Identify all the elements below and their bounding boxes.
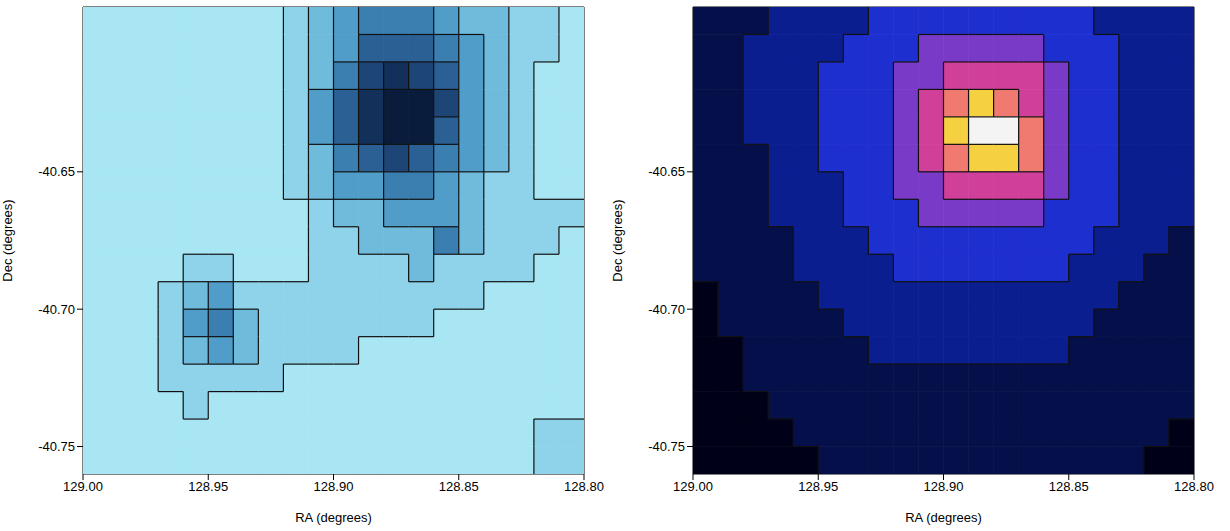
svg-text:128.95: 128.95 xyxy=(188,479,228,494)
svg-text:128.90: 128.90 xyxy=(924,479,964,494)
svg-text:128.90: 128.90 xyxy=(314,479,354,494)
svg-text:-40.75: -40.75 xyxy=(38,439,75,454)
svg-text:128.80: 128.80 xyxy=(1174,479,1214,494)
svg-text:128.80: 128.80 xyxy=(564,479,604,494)
svg-text:128.85: 128.85 xyxy=(1049,479,1089,494)
svg-text:-40.70: -40.70 xyxy=(38,302,75,317)
svg-text:-40.65: -40.65 xyxy=(648,164,685,179)
svg-text:RA (degrees): RA (degrees) xyxy=(295,510,372,525)
svg-text:Dec (degrees): Dec (degrees) xyxy=(0,199,15,281)
svg-text:-40.75: -40.75 xyxy=(648,439,685,454)
svg-text:129.00: 129.00 xyxy=(673,479,713,494)
svg-text:128.95: 128.95 xyxy=(798,479,838,494)
svg-text:RA (degrees): RA (degrees) xyxy=(905,510,982,525)
svg-text:-40.65: -40.65 xyxy=(38,164,75,179)
svg-text:-40.70: -40.70 xyxy=(648,302,685,317)
svg-text:128.85: 128.85 xyxy=(439,479,479,494)
svg-text:129.00: 129.00 xyxy=(63,479,103,494)
svg-text:Dec (degrees): Dec (degrees) xyxy=(610,199,625,281)
